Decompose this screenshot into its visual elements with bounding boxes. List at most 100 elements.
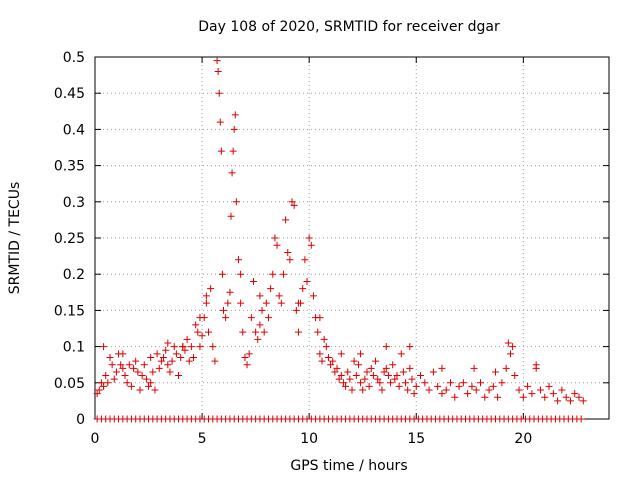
data-point: [185, 357, 193, 365]
x-axis-label: GPS time / hours: [290, 458, 407, 474]
data-point: [228, 169, 236, 177]
data-point: [541, 393, 549, 401]
x-tick-label: 5: [198, 431, 207, 447]
data-point: [506, 350, 514, 358]
data-point: [181, 346, 189, 354]
data-point: [256, 321, 264, 329]
data-point: [363, 368, 371, 376]
data-point: [222, 314, 230, 322]
data-point: [112, 368, 120, 376]
data-point: [554, 397, 562, 405]
data-point: [359, 386, 367, 394]
data-point: [211, 357, 219, 365]
data-point: [220, 306, 227, 314]
data-point: [421, 379, 429, 387]
data-point: [327, 361, 335, 369]
data-point: [384, 372, 392, 380]
y-tick-label: 0.25: [54, 231, 85, 247]
data-point: [119, 350, 127, 358]
data-point: [110, 375, 118, 383]
data-point: [324, 353, 332, 361]
data-point: [258, 306, 266, 314]
data-point: [164, 339, 172, 347]
data-point: [378, 386, 386, 394]
data-point: [509, 343, 517, 351]
data-point: [562, 393, 570, 401]
data-point: [459, 379, 467, 387]
data-point: [318, 357, 326, 365]
data-point: [166, 368, 174, 376]
data-point: [455, 382, 463, 390]
data-point: [397, 350, 405, 358]
data-point-zero: [577, 415, 585, 423]
data-point: [121, 372, 129, 380]
data-point: [224, 299, 232, 307]
data-point: [494, 393, 502, 401]
data-point: [406, 343, 414, 351]
chart-title: Day 108 of 2020, SRMTID for receiver dga…: [198, 19, 500, 35]
data-point: [136, 386, 144, 394]
data-point: [498, 379, 506, 387]
data-point: [170, 343, 178, 351]
data-point: [192, 321, 200, 329]
data-point: [100, 382, 108, 390]
data-point: [365, 382, 373, 390]
y-tick-label: 0.3: [63, 195, 85, 211]
data-point: [367, 364, 375, 372]
data-point: [162, 346, 170, 354]
data-point: [279, 270, 287, 278]
data-point: [438, 390, 446, 398]
data-point: [511, 372, 519, 380]
data-point: [237, 270, 245, 278]
data-point: [292, 306, 300, 314]
data-point: [172, 350, 180, 358]
data-point: [382, 364, 390, 372]
x-tick-label: 15: [407, 431, 425, 447]
data-point: [241, 353, 249, 361]
data-point: [104, 379, 112, 387]
data-point: [348, 386, 356, 394]
data-point: [194, 328, 202, 336]
data-point: [438, 364, 446, 372]
data-point: [549, 390, 557, 398]
data-point: [532, 361, 540, 369]
data-point: [229, 147, 237, 155]
data-point: [337, 372, 345, 380]
data-point: [389, 361, 397, 369]
data-point: [346, 375, 354, 383]
data-point: [571, 390, 579, 398]
data-point: [187, 343, 195, 351]
data-point: [147, 353, 155, 361]
y-tick-label: 0.35: [54, 159, 85, 175]
data-point: [140, 361, 148, 369]
data-point: [451, 393, 459, 401]
data-point: [290, 201, 298, 209]
data-point: [410, 390, 418, 398]
data-point: [387, 379, 395, 387]
data-point: [151, 386, 159, 394]
data-point: [372, 357, 380, 365]
data-point: [243, 361, 251, 369]
data-point: [175, 372, 183, 380]
data-point: [254, 335, 262, 343]
data-point: [339, 379, 347, 387]
data-point: [125, 361, 133, 369]
x-tick-label: 0: [91, 431, 100, 447]
data-point: [215, 89, 223, 97]
y-tick-label: 0.15: [54, 303, 85, 319]
data-point: [239, 328, 247, 336]
data-point: [354, 361, 362, 369]
data-point: [288, 198, 296, 206]
data-point: [558, 386, 566, 394]
data-point: [216, 118, 224, 126]
data-point: [299, 285, 307, 293]
data-point: [245, 350, 253, 358]
data-point: [264, 314, 272, 322]
data-point: [179, 343, 187, 351]
data-point: [408, 375, 416, 383]
data-point: [207, 285, 215, 293]
data-point: [260, 328, 268, 336]
data-point: [262, 299, 270, 307]
data-point: [575, 393, 583, 401]
data-point: [307, 241, 315, 249]
